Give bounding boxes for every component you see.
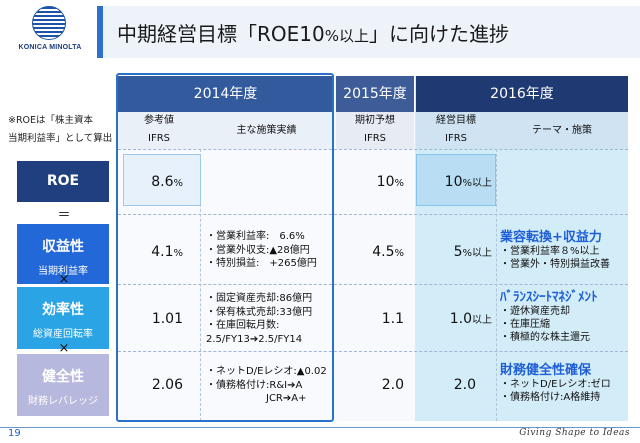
health-theme-head: 財務健全性確保 xyxy=(500,363,592,378)
efficiency-2016-unit: 以上 xyxy=(472,315,492,326)
title-accent xyxy=(97,6,103,58)
header-2014: 2014年度 xyxy=(118,76,333,112)
category-roe: ROE xyxy=(17,161,109,202)
company-logo: KONICA MINOLTA xyxy=(8,4,88,60)
efficiency-2016-number: 1.0 xyxy=(449,311,472,327)
revenue-2016-value: 5%以上 xyxy=(416,244,492,260)
note-line-1: ※ROEは「株主資本 xyxy=(8,115,94,126)
roe-note: ※ROEは「株主資本 当期利益率」として算出 xyxy=(8,112,116,148)
roe-2014-unit: % xyxy=(173,178,183,189)
health-theme: 財務健全性確保 ・ネットD/Eレシオ:ゼロ ・債務格付け:A格維持 xyxy=(500,364,626,404)
row-divider xyxy=(118,214,628,215)
target-label: 経営目標 xyxy=(436,115,476,126)
globe-logo-icon xyxy=(32,6,66,40)
column-2014-frame xyxy=(116,73,334,422)
column-divider xyxy=(200,149,201,421)
note-line-2: 当期利益率」として算出 xyxy=(8,133,113,144)
revenue-theme: 業容転換+収益力 ・営業利益率８%以上 ・営業外・特別損益改善 xyxy=(500,231,626,271)
roe-2016-unit: %以上 xyxy=(462,178,492,189)
equals-operator: ＝ xyxy=(57,208,71,223)
category-roe-label: ROE xyxy=(46,173,80,189)
revenue-theme-head: 業容転換+収益力 xyxy=(500,230,602,245)
efficiency-theme-head: ﾊﾞﾗﾝｽｼｰﾄﾏﾈｼﾞﾒﾝﾄ xyxy=(500,290,598,305)
row-divider xyxy=(118,149,628,150)
revenue-2015-unit: % xyxy=(394,248,404,259)
revenue-2015-value: 4.5% xyxy=(336,244,404,260)
efficiency-measures: ・固定資産売却:86億円 ・保有株式売却:33億円 ・在庫回転月数: 2.5/F… xyxy=(206,293,313,345)
efficiency-theme-body: ・遊休資産売却 ・在庫圧縮 ・積極的な株主還元 xyxy=(500,306,590,343)
header-2015: 2015年度 xyxy=(336,76,414,112)
roe-2016-highlight xyxy=(416,154,496,206)
header-2016: 2016年度 xyxy=(416,76,628,112)
title-prefix: 中期経営目標「ROE10 xyxy=(117,22,325,46)
category-efficiency-sub: 総資産回転率 xyxy=(33,329,93,340)
subheader-measures: 主な施策実績 xyxy=(200,112,333,149)
health-theme-body: ・ネットD/Eレシオ:ゼロ ・債務格付け:A格維持 xyxy=(500,379,611,403)
health-2015-value: 2.0 xyxy=(381,377,404,393)
category-health-label: 健全性 xyxy=(42,369,84,385)
roe-2014-number: 8.6 xyxy=(151,174,174,190)
revenue-2014-number: 4.1 xyxy=(151,244,174,260)
revenue-2014-unit: % xyxy=(173,248,183,259)
title-unit: %以上 xyxy=(324,27,369,45)
health-2016-value: 2.0 xyxy=(453,377,476,393)
title-bar: 中期経営目標「ROE10%以上」に向けた進捗 xyxy=(97,6,640,58)
roe-2015-number: 10 xyxy=(376,174,395,190)
title-suffix: 」に向けた進捗 xyxy=(369,22,509,46)
row-divider xyxy=(118,284,628,285)
subheader-reference: 参考値 IFRS xyxy=(118,112,200,149)
tagline: Giving Shape to Ideas xyxy=(519,428,630,438)
column-divider xyxy=(496,149,497,421)
roe-2015-value: 10% xyxy=(336,174,404,190)
category-revenue-sub: 当期利益率 xyxy=(38,266,88,277)
efficiency-2016-value: 1.0以上 xyxy=(416,311,492,327)
subheader-target: 経営目標 IFRS xyxy=(416,112,496,149)
roe-2014-highlight xyxy=(123,154,201,206)
row-divider xyxy=(118,351,628,352)
category-revenue-label: 収益性 xyxy=(42,239,84,255)
multiply-operator: × xyxy=(58,341,70,356)
efficiency-theme: ﾊﾞﾗﾝｽｼｰﾄﾏﾈｼﾞﾒﾝﾄ ・遊休資産売却 ・在庫圧縮 ・積極的な株主還元 xyxy=(500,291,626,344)
subheader-plan: 期初予想 IFRS xyxy=(336,112,414,149)
efficiency-2014-value: 1.01 xyxy=(151,311,183,327)
revenue-measures: ・営業利益率: 6.6% ・営業外収支:▲28億円 ・特別損益: +265億円 xyxy=(206,231,317,269)
revenue-2016-number: 5 xyxy=(453,244,463,260)
subheader-theme: テーマ・施策 xyxy=(496,112,628,149)
category-health-sub: 財務レバレッジ xyxy=(28,396,98,407)
revenue-2014-value: 4.1% xyxy=(123,244,183,260)
category-health: 健全性 財務レバレッジ xyxy=(17,354,109,416)
page-title: 中期経営目標「ROE10%以上」に向けた進捗 xyxy=(117,18,509,47)
roe-2016-value: 10%以上 xyxy=(416,174,492,190)
brand-name: KONICA MINOLTA xyxy=(18,44,82,51)
plan-standard: IFRS xyxy=(364,133,386,144)
health-2014-value: 2.06 xyxy=(151,377,183,393)
category-revenue: 収益性 当期利益率 xyxy=(17,224,109,284)
revenue-2015-number: 4.5 xyxy=(372,244,395,260)
plan-label: 期初予想 xyxy=(355,115,395,126)
revenue-2016-unit: %以上 xyxy=(462,248,492,259)
roe-2016-number: 10 xyxy=(444,174,463,190)
roe-2015-unit: % xyxy=(394,178,404,189)
revenue-theme-body: ・営業利益率８%以上 ・営業外・特別損益改善 xyxy=(500,246,610,270)
multiply-operator: × xyxy=(58,272,70,287)
reference-standard: IFRS xyxy=(148,133,170,144)
category-efficiency-label: 効率性 xyxy=(42,302,84,318)
footer-divider xyxy=(0,427,640,428)
health-measures: ・ネットD/Eレシオ:▲0.02 ・債務格付け:R&I➔A JCR➔A+ xyxy=(206,366,327,404)
roe-2014-value: 8.6% xyxy=(123,174,183,190)
efficiency-2015-value: 1.1 xyxy=(381,311,404,327)
reference-label: 参考値 xyxy=(144,115,174,126)
page-number: 19 xyxy=(8,428,21,439)
category-efficiency: 効率性 総資産回転率 xyxy=(17,287,109,349)
target-standard: IFRS xyxy=(445,133,467,144)
